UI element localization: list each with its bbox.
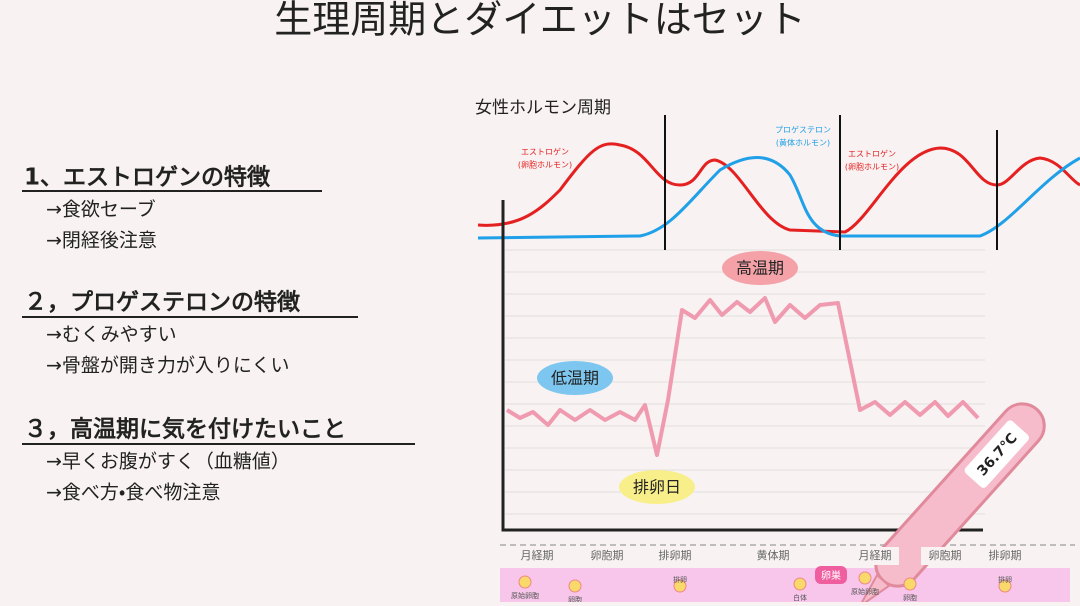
phase-label: 排卵期 xyxy=(659,548,692,562)
thermometer: 36.7℃ xyxy=(858,402,1046,606)
strip-label: 排卵 xyxy=(673,575,687,584)
strip-label: 原始卵胞 xyxy=(851,587,879,596)
phase-bg xyxy=(851,547,899,565)
phase-bg xyxy=(749,547,797,565)
phase-label: 月経期 xyxy=(521,549,554,562)
section-item: →早くお腹がすく（血糖値） xyxy=(46,451,290,473)
high-temp-label: 高温期 xyxy=(736,259,784,278)
section-heading: 1、エストロゲンの特徴 xyxy=(24,164,271,191)
ovulation-pill xyxy=(619,470,695,504)
ovulation-label: 排卵日 xyxy=(633,478,681,497)
estrogen-label: エストロゲン xyxy=(848,149,896,159)
section-heading: ２，プロゲステロンの特徴 xyxy=(24,289,301,316)
phase-label: 卵胞期 xyxy=(929,548,962,562)
section-item: →食べ方・食べ物注意 xyxy=(46,482,220,504)
cycle-dividers xyxy=(664,115,998,250)
strip-label: 原始卵胞 xyxy=(511,591,539,600)
phase-bg xyxy=(921,547,969,565)
high-temp-pill xyxy=(722,251,798,285)
low-temp-label: 低温期 xyxy=(551,369,599,388)
estrogen-curve xyxy=(477,142,1080,234)
phase-label: 排卵期 xyxy=(989,548,1022,562)
strip-label: 卵胞 xyxy=(568,595,582,602)
axes xyxy=(501,200,983,532)
slide-title: 生理周期とダイエットはセット xyxy=(274,0,806,42)
follicle-icon xyxy=(518,575,532,589)
ovary-badge xyxy=(815,566,847,584)
strip-label: 白体 xyxy=(793,593,807,602)
progesterone-label: (黄体ホルモン) xyxy=(776,138,830,148)
estrogen-label: エストロゲン xyxy=(521,147,569,157)
follicle-icon xyxy=(793,577,807,591)
low-temp-pill xyxy=(537,361,613,395)
ovary-label: 卵巣 xyxy=(821,569,841,582)
section-item: →閉経後注意 xyxy=(46,230,157,252)
follicle-icon xyxy=(673,579,687,593)
follicle-icon xyxy=(858,571,872,585)
strip-label: 卵胞 xyxy=(903,593,917,602)
ovary-strip xyxy=(500,568,1070,602)
phase-bg xyxy=(651,547,699,565)
follicle-icon xyxy=(903,577,917,591)
section-heading: ３，高温期に気を付けたいこと xyxy=(24,416,346,443)
diagram-title: 女性ホルモン周期 xyxy=(475,98,611,118)
phase-bg xyxy=(583,547,631,565)
estrogen-label: (卵胞ホルモン) xyxy=(845,162,899,172)
phase-bg xyxy=(513,547,561,565)
follicle-icon xyxy=(568,579,582,593)
section-item: →食欲セーブ xyxy=(46,198,156,221)
progesterone-curve xyxy=(477,156,1080,240)
temperature-line xyxy=(505,296,980,457)
section-item: →むくみやすい xyxy=(46,324,177,346)
phase-label: 黄体期 xyxy=(757,548,790,562)
phase-bg xyxy=(981,547,1029,565)
section-item: →骨盤が開き力が入りにくい xyxy=(46,355,290,377)
follicle-icon xyxy=(998,579,1012,593)
phase-label: 月経期 xyxy=(859,549,892,562)
progesterone-label: プロゲステロン xyxy=(775,125,831,135)
strip-label: 排卵 xyxy=(998,575,1012,584)
phase-label: 卵胞期 xyxy=(591,548,624,562)
estrogen-label: (卵胞ホルモン) xyxy=(518,160,572,170)
